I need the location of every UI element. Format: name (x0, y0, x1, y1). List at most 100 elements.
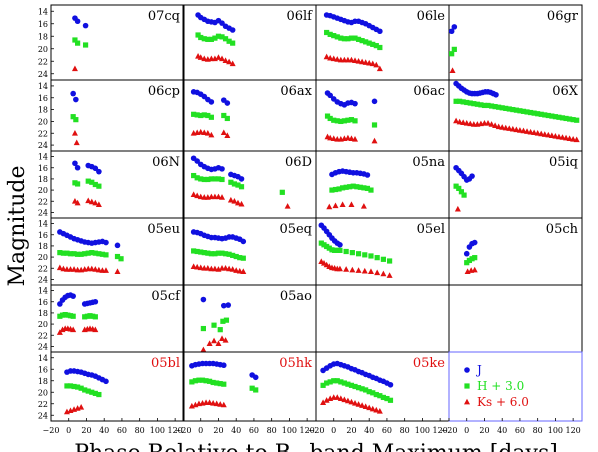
legend-entry: J (475, 363, 482, 377)
y-tick-label: 14 (38, 82, 48, 91)
ks-point (326, 203, 333, 210)
j-point (70, 90, 76, 97)
y-tick-label: 22 (38, 129, 48, 138)
ks-point (320, 399, 327, 405)
h-point (92, 250, 98, 256)
ks-point (201, 129, 208, 136)
ks-point (204, 265, 211, 271)
ks-point (231, 198, 238, 204)
h-point (320, 382, 326, 388)
j-point (464, 367, 470, 373)
ks-point (359, 402, 366, 408)
y-tick-label: 14 (38, 7, 48, 16)
h-point (343, 248, 349, 255)
ks-point (334, 394, 341, 400)
ks-point (348, 398, 355, 405)
h-point (460, 99, 466, 105)
h-point (60, 250, 67, 256)
ks-point (344, 134, 351, 141)
j-point (463, 250, 470, 257)
x-tick-label: −20 (43, 426, 60, 435)
h-point (327, 115, 333, 122)
h-point (362, 252, 368, 258)
panel: 06gr (448, 4, 583, 81)
ks-point (348, 135, 355, 141)
ks-point (210, 399, 217, 406)
h-point (464, 260, 470, 266)
x-axis-ticks: −20 0 20 40 60 80 100 120−20 0 20 40 60 80 100 120−20 0… (43, 426, 581, 435)
y-tick-label: 14 (38, 354, 48, 363)
j-point (220, 302, 227, 309)
h-point (82, 387, 88, 393)
h-point (233, 253, 239, 260)
h-point (85, 178, 91, 184)
h-point (324, 243, 330, 250)
h-point (235, 182, 241, 188)
h-point (67, 383, 74, 389)
h-point (492, 104, 498, 110)
ks-point (334, 56, 341, 62)
ks-point (369, 405, 376, 412)
h-point (453, 183, 459, 189)
j-point (371, 98, 378, 105)
x-tick-label: 0 (66, 426, 71, 435)
h-point (318, 240, 324, 246)
h-point (237, 255, 243, 261)
ks-point (506, 125, 513, 131)
h-point (253, 387, 259, 393)
ks-point (71, 266, 78, 272)
ks-point (559, 134, 566, 140)
h-point (566, 116, 573, 122)
j-point (103, 378, 109, 385)
ks-point (527, 128, 534, 135)
ks-point (348, 56, 355, 63)
h-point (210, 379, 216, 386)
h-point (387, 397, 394, 403)
ks-point (190, 263, 197, 269)
panel-frame (315, 284, 450, 353)
ks-point (70, 326, 77, 333)
h-point (195, 32, 201, 38)
panel: 14 16 18 20 22 24 06cp (38, 79, 185, 152)
j-point (471, 239, 478, 246)
h-point (212, 176, 218, 182)
ks-point (552, 133, 559, 139)
h-point (70, 114, 76, 120)
y-tick-label: 20 (38, 45, 48, 54)
panel-label: 06cp (148, 84, 180, 99)
h-point (200, 325, 206, 332)
y-tick-label: 22 (38, 264, 48, 273)
h-point (90, 313, 96, 319)
h-point (563, 115, 569, 122)
ks-point (367, 268, 374, 274)
j-point (57, 301, 63, 307)
y-tick-label: 20 (38, 117, 48, 126)
h-point (355, 385, 362, 391)
x-tick-label: 20 (479, 426, 489, 435)
ks-point (499, 124, 506, 130)
ks-point (337, 395, 344, 401)
h-point (212, 251, 218, 257)
h-point (208, 176, 214, 182)
ks-point (492, 122, 499, 128)
j-point (337, 242, 343, 248)
y-tick-label: 18 (38, 106, 48, 115)
h-point (82, 42, 89, 48)
y-tick-label: 24 (38, 275, 48, 284)
ks-point (211, 265, 218, 272)
h-point (364, 185, 371, 192)
h-point (345, 381, 351, 387)
h-point (359, 38, 365, 44)
j-point (220, 362, 227, 369)
j-point (387, 381, 394, 388)
h-point (357, 184, 363, 190)
h-point (92, 390, 98, 396)
h-point (96, 251, 102, 257)
h-point (366, 40, 372, 46)
ks-point (332, 202, 339, 209)
h-point (373, 43, 379, 49)
h-point (355, 36, 362, 42)
j-point (377, 28, 383, 35)
h-point (62, 311, 68, 318)
h-point (334, 247, 340, 253)
